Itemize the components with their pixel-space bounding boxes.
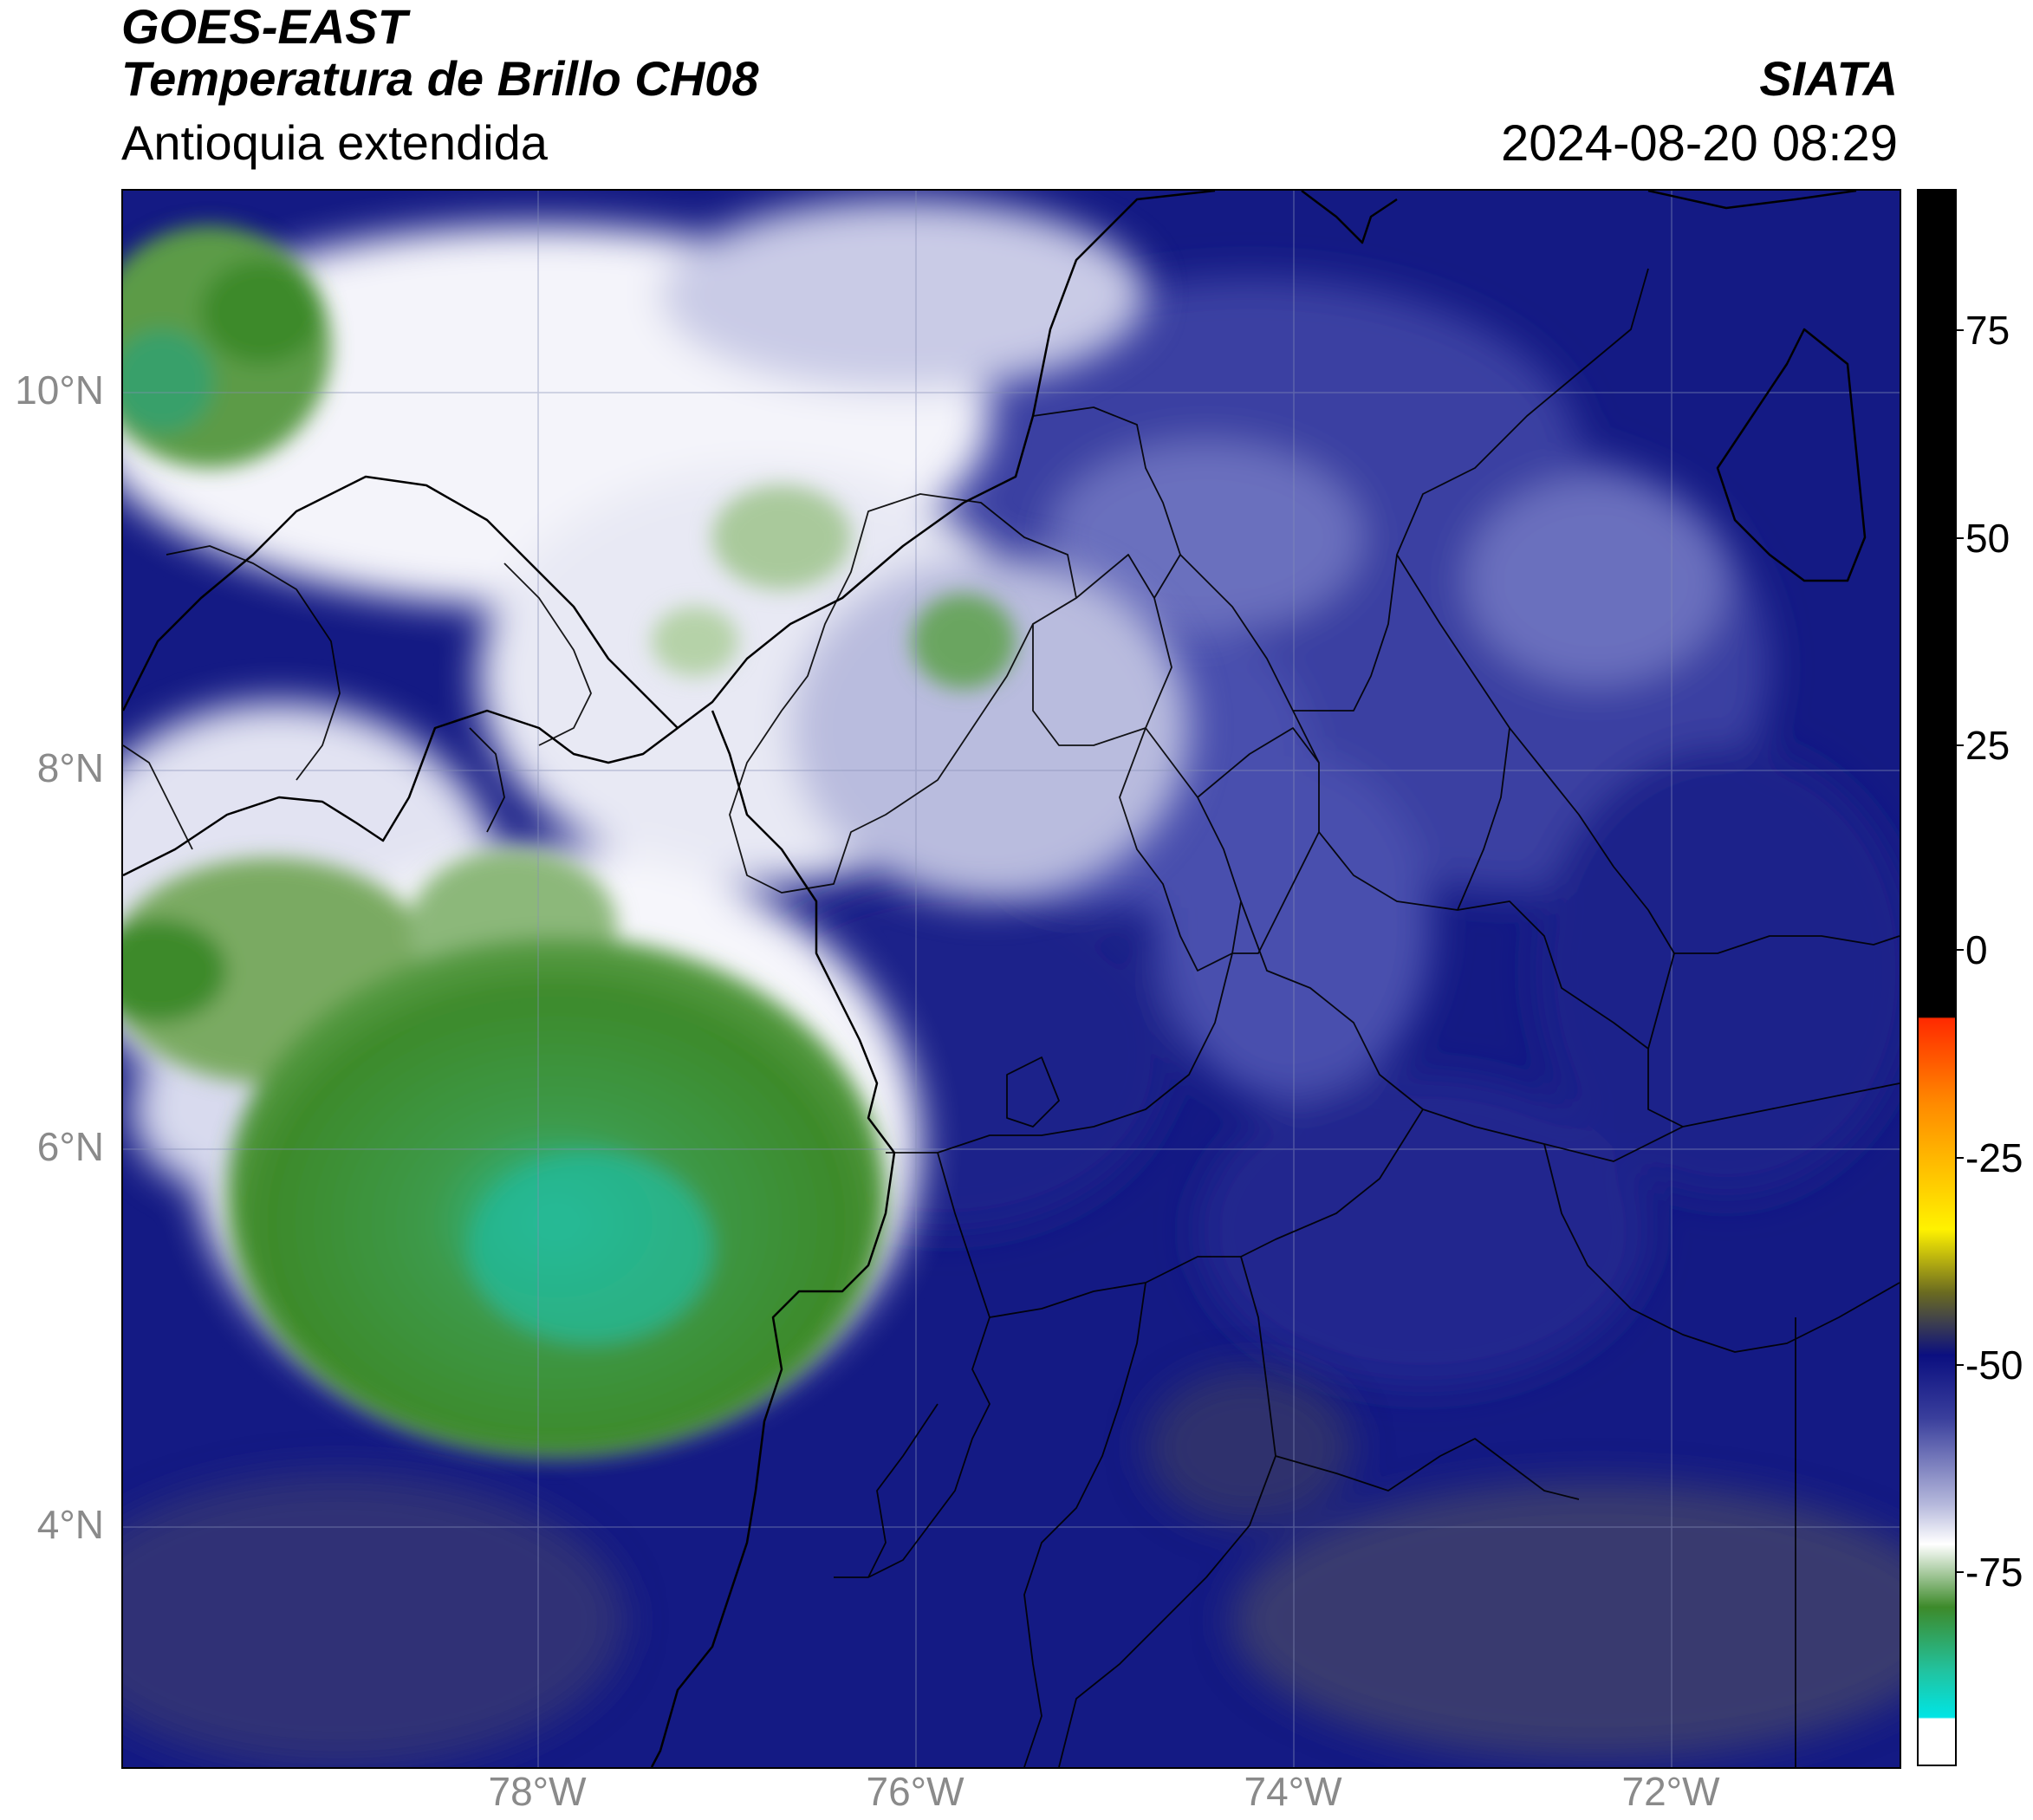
warm-surface-layer <box>123 1369 1900 1767</box>
colorbar-tick-mark <box>1955 537 1964 539</box>
lat-tick-label: 10°N <box>15 367 104 413</box>
colorbar-tick-label: 75 <box>1965 308 2010 353</box>
map-panel[interactable] <box>121 189 1901 1769</box>
region-subtitle: Antioquia extendida <box>121 115 548 170</box>
satellite-title: GOES-EAST <box>121 0 407 54</box>
colorbar-tick-label: -75 <box>1965 1550 2023 1595</box>
colorbar-tick-label: 0 <box>1965 927 1988 972</box>
brightness-temperature-map <box>123 191 1900 1767</box>
lat-tick-label: 4°N <box>36 1502 104 1547</box>
colorbar-tick-label: 25 <box>1965 723 2010 768</box>
colorbar-tick-mark <box>1955 1364 1964 1366</box>
colorbar-tick-mark <box>1955 744 1964 746</box>
department-borders <box>123 268 1900 1767</box>
colorbar-tick-mark <box>1955 329 1964 331</box>
cold-core-layer <box>123 225 1016 1456</box>
colorbar-tick-label: 50 <box>1965 516 2010 561</box>
temperature-colorbar <box>1917 189 1957 1766</box>
lon-tick-label: 76°W <box>866 1769 965 1814</box>
colorbar-tick-mark <box>1955 1157 1964 1159</box>
lon-tick-label: 74°W <box>1244 1769 1342 1814</box>
colorbar-tick-label: -25 <box>1965 1135 2023 1180</box>
lon-tick-label: 78°W <box>488 1769 587 1814</box>
colorbar-tick-mark <box>1955 1571 1964 1573</box>
lat-lon-grid <box>123 191 1900 1767</box>
product-title: Temperatura de Brillo CH08 <box>121 51 759 106</box>
colorbar-tick-mark <box>1955 949 1964 951</box>
lat-tick-label: 6°N <box>36 1124 104 1169</box>
organization-label: SIATA <box>1759 51 1898 106</box>
colorbar-tick-label: -50 <box>1965 1342 2023 1388</box>
lat-tick-label: 8°N <box>36 745 104 790</box>
lon-tick-label: 72°W <box>1621 1769 1720 1814</box>
datetime-label: 2024-08-20 08:29 <box>1501 115 1898 172</box>
